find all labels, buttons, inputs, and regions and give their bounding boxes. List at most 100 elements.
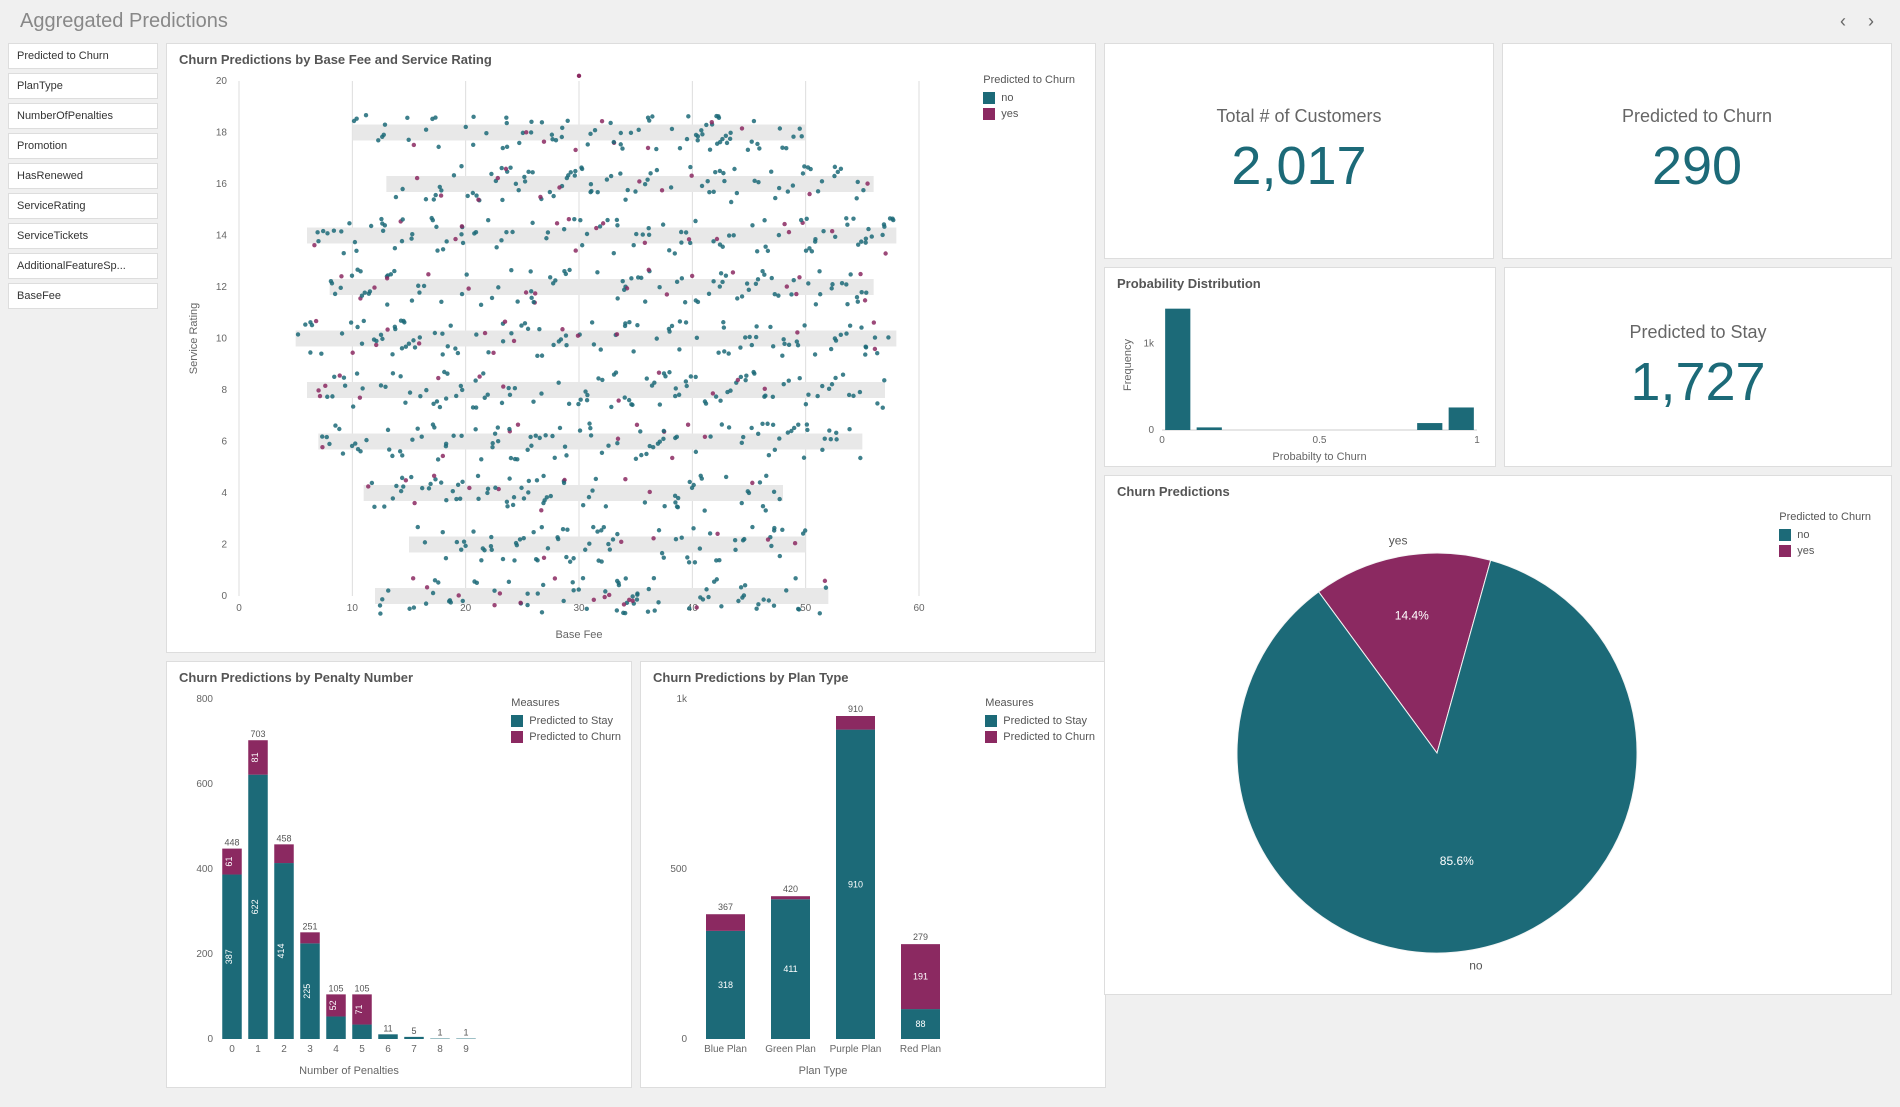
- prob-title: Probability Distribution: [1117, 276, 1483, 291]
- svg-text:0: 0: [229, 1044, 235, 1055]
- legend-item[interactable]: Predicted to Churn: [985, 731, 1095, 743]
- prob-panel: Probability Distribution 01k00.51Probabi…: [1104, 267, 1496, 467]
- legend-title: Measures: [985, 697, 1095, 709]
- legend-item[interactable]: no: [983, 92, 1075, 104]
- svg-text:0: 0: [681, 1034, 687, 1045]
- filter-item[interactable]: NumberOfPenalties: [8, 103, 158, 129]
- scatter-legend: Predicted to Churn no yes: [983, 74, 1075, 124]
- penalty-title: Churn Predictions by Penalty Number: [179, 670, 619, 685]
- scatter-panel: Churn Predictions by Base Fee and Servic…: [166, 43, 1096, 653]
- kpi-stay: Predicted to Stay 1,727: [1504, 267, 1892, 467]
- legend-item[interactable]: Predicted to Stay: [511, 715, 621, 727]
- filter-item[interactable]: Promotion: [8, 133, 158, 159]
- legend-title: Measures: [511, 697, 621, 709]
- pie-title: Churn Predictions: [1117, 484, 1879, 499]
- svg-text:1: 1: [437, 1028, 442, 1038]
- filter-item[interactable]: PlanType: [8, 73, 158, 99]
- svg-text:0: 0: [207, 1034, 213, 1045]
- svg-text:20: 20: [460, 603, 472, 614]
- svg-text:251: 251: [302, 921, 317, 931]
- plan-chart[interactable]: 05001k367318Blue Plan420411Green Plan910…: [653, 689, 1093, 1079]
- svg-text:105: 105: [328, 983, 343, 993]
- svg-text:1: 1: [463, 1028, 468, 1038]
- svg-text:0: 0: [1148, 425, 1154, 436]
- svg-text:8: 8: [437, 1044, 443, 1055]
- svg-text:600: 600: [196, 779, 213, 790]
- legend-title: Predicted to Churn: [983, 74, 1075, 86]
- pie-chart[interactable]: 14.4%yes85.6%no: [1117, 503, 1877, 988]
- svg-text:800: 800: [196, 694, 213, 705]
- svg-text:2: 2: [221, 540, 227, 551]
- svg-text:71: 71: [354, 1004, 364, 1014]
- penalty-legend: Measures Predicted to Stay Predicted to …: [511, 697, 621, 747]
- svg-text:400: 400: [196, 864, 213, 875]
- kpi-label: Total # of Customers: [1216, 106, 1381, 127]
- svg-text:367: 367: [718, 902, 733, 912]
- svg-text:200: 200: [196, 949, 213, 960]
- svg-text:52: 52: [328, 1000, 338, 1010]
- plan-panel: Churn Predictions by Plan Type 05001k367…: [640, 661, 1106, 1088]
- scatter-chart[interactable]: 024681012141618200102030405060Base FeeSe…: [179, 71, 1079, 646]
- svg-text:Green Plan: Green Plan: [765, 1044, 816, 1055]
- legend-item[interactable]: yes: [1779, 545, 1871, 557]
- filter-item[interactable]: HasRenewed: [8, 163, 158, 189]
- svg-text:1: 1: [255, 1044, 261, 1055]
- filter-item[interactable]: AdditionalFeatureSp...: [8, 253, 158, 279]
- svg-text:Frequency: Frequency: [1122, 339, 1134, 391]
- svg-text:Purple Plan: Purple Plan: [830, 1044, 882, 1055]
- svg-text:411: 411: [783, 964, 797, 974]
- pie-panel: Churn Predictions 14.4%yes85.6%no Predic…: [1104, 475, 1892, 995]
- svg-text:4: 4: [221, 488, 227, 499]
- svg-text:Blue Plan: Blue Plan: [704, 1044, 747, 1055]
- svg-text:420: 420: [783, 884, 798, 894]
- svg-text:279: 279: [913, 932, 928, 942]
- svg-text:458: 458: [276, 833, 291, 843]
- penalty-chart[interactable]: 0200400600800448387610703622811458414225…: [179, 689, 619, 1079]
- plan-title: Churn Predictions by Plan Type: [653, 670, 1093, 685]
- svg-text:0: 0: [1159, 435, 1165, 446]
- svg-text:61: 61: [224, 857, 234, 867]
- svg-text:448: 448: [224, 838, 239, 848]
- legend-item[interactable]: yes: [983, 108, 1075, 120]
- svg-text:1: 1: [1474, 435, 1480, 446]
- filter-item[interactable]: ServiceRating: [8, 193, 158, 219]
- svg-text:318: 318: [718, 980, 733, 990]
- svg-text:0: 0: [221, 591, 227, 602]
- legend-item[interactable]: no: [1779, 529, 1871, 541]
- svg-text:6: 6: [385, 1044, 391, 1055]
- svg-text:no: no: [1469, 958, 1483, 972]
- svg-text:Service Rating: Service Rating: [188, 303, 200, 375]
- svg-text:6: 6: [221, 437, 227, 448]
- prob-chart[interactable]: 01k00.51Probabilty to ChurnFrequency: [1117, 295, 1487, 465]
- svg-text:14: 14: [216, 231, 228, 242]
- filter-item[interactable]: BaseFee: [8, 283, 158, 309]
- plan-legend: Measures Predicted to Stay Predicted to …: [985, 697, 1095, 747]
- prev-icon[interactable]: ‹: [1834, 11, 1852, 32]
- svg-text:387: 387: [224, 949, 234, 964]
- svg-text:191: 191: [913, 972, 928, 982]
- svg-text:225: 225: [302, 984, 312, 999]
- penalty-panel: Churn Predictions by Penalty Number 0 200…: [166, 661, 632, 1088]
- svg-text:703: 703: [250, 729, 265, 739]
- page-title: Aggregated Predictions: [20, 10, 228, 33]
- svg-text:0: 0: [236, 603, 242, 614]
- svg-text:18: 18: [216, 128, 228, 139]
- legend-item[interactable]: Predicted to Stay: [985, 715, 1095, 727]
- kpi-value: 2,017: [1231, 135, 1366, 197]
- next-icon[interactable]: ›: [1862, 11, 1880, 32]
- kpi-customers: Total # of Customers 2,017: [1104, 43, 1494, 259]
- legend-title: Predicted to Churn: [1779, 511, 1871, 523]
- svg-text:0.5: 0.5: [1313, 435, 1327, 446]
- svg-text:3: 3: [307, 1044, 313, 1055]
- filter-sidebar: Predicted to Churn PlanType NumberOfPenalt…: [8, 43, 158, 1088]
- svg-text:16: 16: [216, 179, 228, 190]
- svg-text:Red Plan: Red Plan: [900, 1044, 941, 1055]
- legend-item[interactable]: Predicted to Churn: [511, 731, 621, 743]
- kpi-label: Predicted to Churn: [1622, 106, 1772, 127]
- svg-text:10: 10: [216, 334, 228, 345]
- filter-item[interactable]: Predicted to Churn: [8, 43, 158, 69]
- svg-text:30: 30: [573, 603, 585, 614]
- svg-text:88: 88: [915, 1019, 925, 1029]
- svg-text:5: 5: [411, 1026, 416, 1036]
- filter-item[interactable]: ServiceTickets: [8, 223, 158, 249]
